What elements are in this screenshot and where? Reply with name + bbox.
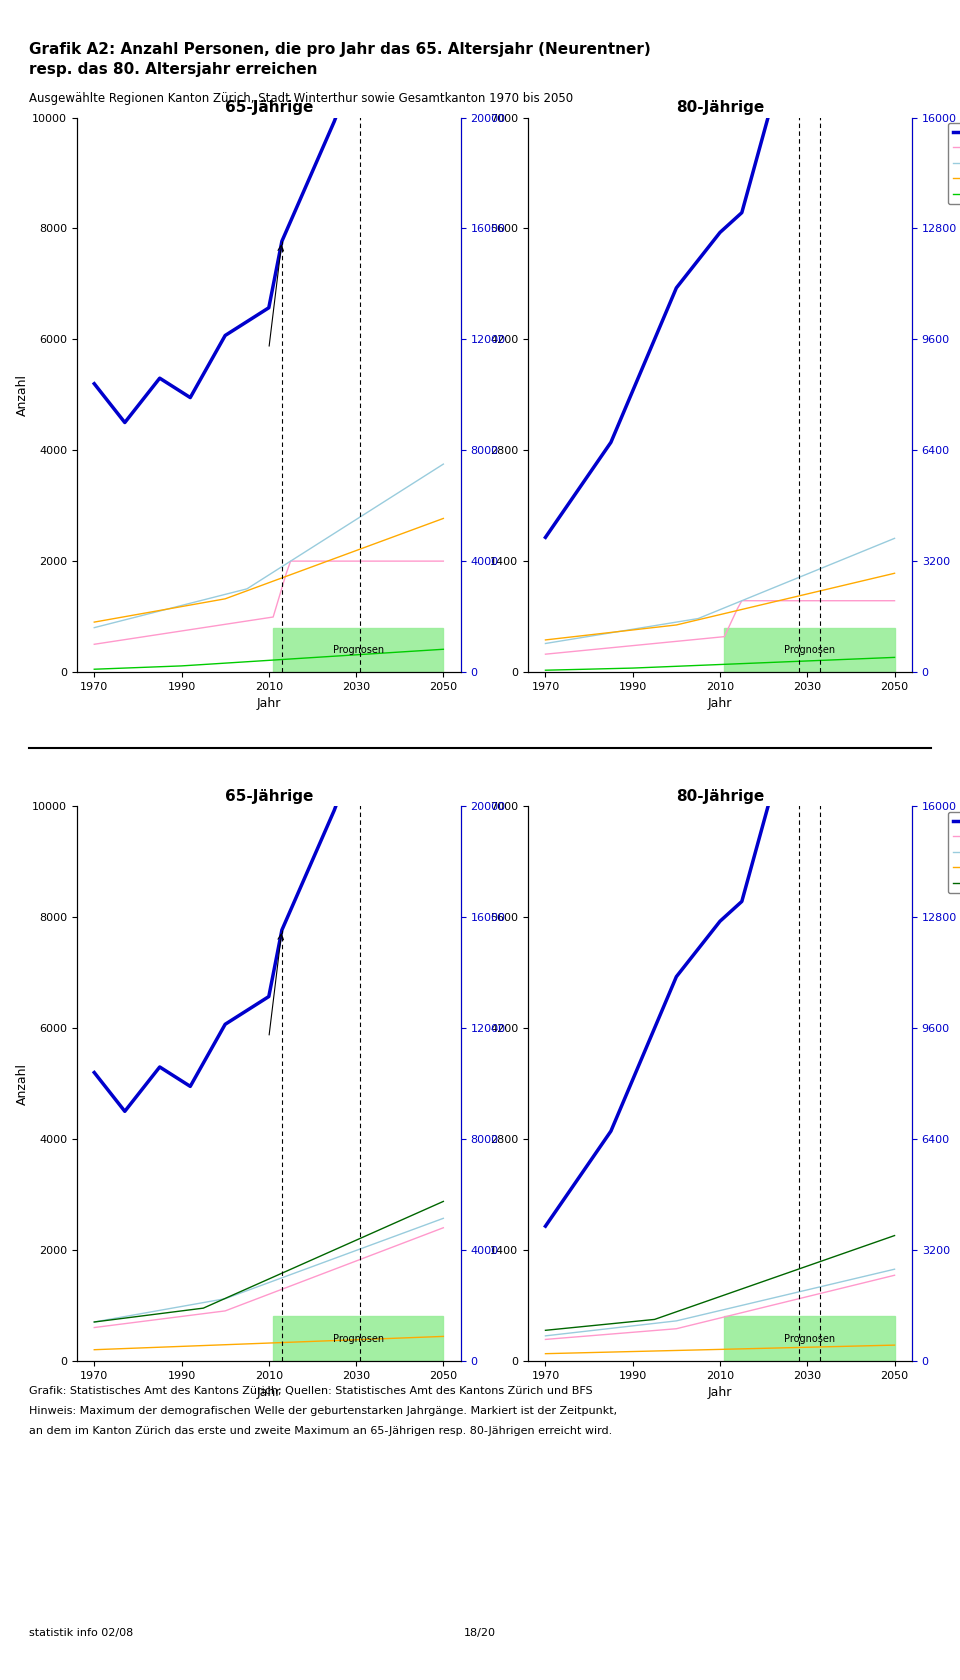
Text: statistik info 02/08: statistik info 02/08 [29,1628,133,1638]
Bar [274,628,444,672]
Legend: Kanton Zürich, Limmattal, Oberland, Zimmerberg, Furttal: Kanton Zürich, Limmattal, Oberland, Zimm… [948,123,960,205]
Title: 80-Jährige: 80-Jährige [676,790,764,803]
Text: an dem im Kanton Zürich das erste und zweite Maximum an 65-Jährigen resp. 80-Jäh: an dem im Kanton Zürich das erste und zw… [29,1426,612,1436]
Bar [274,1317,444,1361]
Text: 18/20: 18/20 [464,1628,496,1638]
Text: Prognosen: Prognosen [784,1334,835,1344]
X-axis label: Jahr: Jahr [708,1386,732,1399]
Bar [725,628,895,672]
Text: Ausgewählte Regionen Kanton Zürich, Stadt Winterthur sowie Gesamtkanton 1970 bis: Ausgewählte Regionen Kanton Zürich, Stad… [29,92,573,106]
Text: Grafik: Statistisches Amt des Kantons Zürich; Quellen: Statistisches Amt des Kan: Grafik: Statistisches Amt des Kantons Zü… [29,1386,592,1396]
X-axis label: Jahr: Jahr [256,1386,281,1399]
X-axis label: Jahr: Jahr [256,697,281,711]
X-axis label: Jahr: Jahr [708,697,732,711]
Text: Prognosen: Prognosen [333,645,384,655]
Text: Hinweis: Maximum der demografischen Welle der geburtenstarken Jahrgänge. Markier: Hinweis: Maximum der demografischen Well… [29,1406,617,1416]
Title: 80-Jährige: 80-Jährige [676,101,764,114]
Title: 65-Jährige: 65-Jährige [225,790,313,803]
Legend: Kanton Zürich, Winterthur u.U., Unterland, Weinland, Stadt Winterthur: Kanton Zürich, Winterthur u.U., Unterlan… [948,811,960,894]
Y-axis label: Anzahl: Anzahl [16,373,30,415]
Text: Prognosen: Prognosen [784,645,835,655]
Text: Grafik A2: Anzahl Personen, die pro Jahr das 65. Altersjahr (Neurentner)
resp. d: Grafik A2: Anzahl Personen, die pro Jahr… [29,42,651,77]
Bar [725,1317,895,1361]
Text: Prognosen: Prognosen [333,1334,384,1344]
Y-axis label: Anzahl: Anzahl [16,1062,30,1105]
Title: 65-Jährige: 65-Jährige [225,101,313,114]
